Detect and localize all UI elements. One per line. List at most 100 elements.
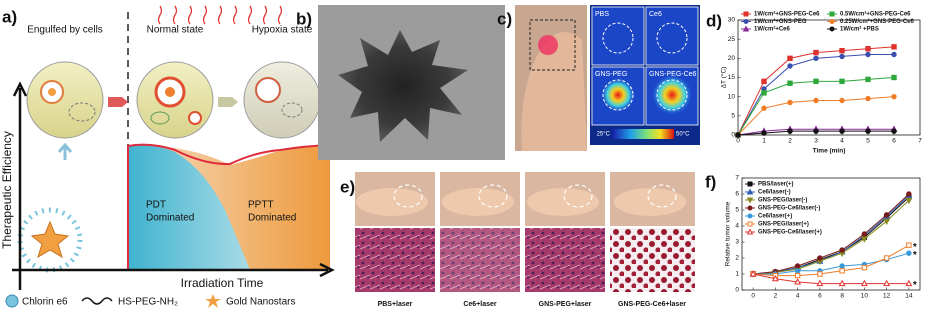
marker (883, 212, 890, 218)
marker (787, 80, 793, 86)
marker (865, 95, 871, 102)
marker (906, 242, 912, 248)
marker (865, 51, 871, 58)
marker (891, 128, 897, 134)
x-tick-label: 6 (892, 138, 896, 145)
state-label: Hypoxia state (252, 25, 313, 36)
series-line (753, 193, 910, 275)
legend-label: 1W/cm² +PBS (840, 26, 879, 33)
legend-label: PBS/laser(+) (758, 182, 794, 188)
histology-images (355, 172, 695, 292)
legend-marker (746, 188, 754, 195)
y-tick-label: 5 (731, 113, 735, 120)
marker (838, 279, 846, 287)
marker (906, 250, 912, 256)
marker (813, 49, 819, 56)
marker (761, 130, 767, 136)
marker (861, 264, 868, 271)
pdt-label: PDT (146, 200, 166, 211)
thermal-label: PBS (595, 11, 609, 18)
marker (883, 279, 891, 287)
histology-label: Ce6+laser (463, 301, 497, 308)
marker (813, 78, 819, 85)
scale-label: 50°C (676, 132, 690, 138)
y-tick-label: 5 (735, 207, 739, 214)
marker (891, 51, 897, 58)
x-tick-label: 2 (774, 293, 778, 300)
thermal-label: GNS-PEG-Ce6 (649, 71, 697, 78)
marker (839, 247, 845, 253)
x-tick-label: 8 (840, 293, 844, 300)
y-tick-label: 0 (731, 132, 735, 139)
marker (839, 53, 845, 60)
legend-label: GNS-PEG-Ce6/laser(-) (758, 206, 820, 212)
x-tick-label: 5 (866, 138, 870, 145)
legend-label: Ce6/laser(-) (758, 190, 791, 196)
marker (794, 263, 801, 269)
marker (865, 76, 871, 83)
marker (839, 128, 845, 134)
y-tick-label: 2 (735, 255, 739, 262)
y-tick-label: 15 (728, 74, 736, 81)
series-line (753, 244, 910, 277)
marker (813, 97, 819, 104)
y-tick-label: 4 (735, 223, 739, 230)
marker (787, 128, 793, 134)
legend-marker (747, 221, 753, 227)
legend-marker (747, 205, 753, 211)
marker (817, 255, 823, 261)
marker (905, 279, 913, 287)
legend-marker (743, 11, 749, 17)
marker (813, 55, 819, 62)
marker (794, 278, 802, 285)
marker (865, 46, 871, 52)
pptt-label: Dominated (248, 213, 296, 224)
gold-nanostar (17, 207, 83, 273)
marker (860, 236, 868, 243)
axis-label: Irradiation Time (181, 276, 264, 290)
y-axis-label: Relative tumor volume (725, 201, 732, 266)
thermal-label: Ce6 (649, 11, 662, 18)
panel-label: a) (2, 7, 17, 26)
marker (839, 78, 845, 85)
legend-label: GNS-PEG/laser(+) (758, 222, 809, 228)
x-tick-label: 7 (918, 138, 922, 145)
pdt-label: Dominated (146, 213, 194, 224)
panel-label: d) (706, 11, 722, 30)
series-line (753, 273, 909, 285)
thermal-images (515, 5, 700, 151)
state-label: Normal state (147, 25, 204, 36)
x-tick-label: 4 (796, 293, 800, 300)
tem-image (318, 5, 505, 160)
legend-marker (829, 19, 835, 24)
x-tick-label: 1 (762, 138, 766, 145)
panel-label: b) (296, 9, 312, 28)
schematic (5, 5, 335, 308)
marker (906, 191, 912, 197)
legend-label: Ce6/laser(+) (758, 214, 792, 220)
x-tick-label: 14 (905, 293, 913, 300)
x-tick-label: 0 (736, 138, 740, 145)
legend-marker (747, 213, 753, 219)
panel-label: c) (497, 9, 512, 28)
marker (794, 268, 801, 274)
x-tick-label: 4 (840, 138, 844, 145)
marker (771, 274, 779, 282)
pptt-label: PPTT (248, 200, 274, 211)
series-line (753, 252, 910, 275)
x-tick-label: 0 (751, 293, 755, 300)
marker (816, 279, 824, 287)
histology-label: GNS-PEG-Ce6+laser (618, 301, 686, 308)
legend-label: 1W/cm²+GNS-PEG-Ce6 (754, 11, 820, 18)
marker (839, 47, 845, 54)
legend-label: 0.5W/cm²+GNS-PEG-Ce6 (840, 11, 911, 18)
x-tick-label: 12 (883, 293, 891, 300)
marker (787, 63, 793, 69)
series-line (753, 200, 910, 275)
marker (761, 105, 767, 111)
marker (761, 78, 767, 85)
annotation: * (913, 250, 917, 261)
marker (735, 132, 741, 138)
legend-marker (742, 25, 750, 32)
